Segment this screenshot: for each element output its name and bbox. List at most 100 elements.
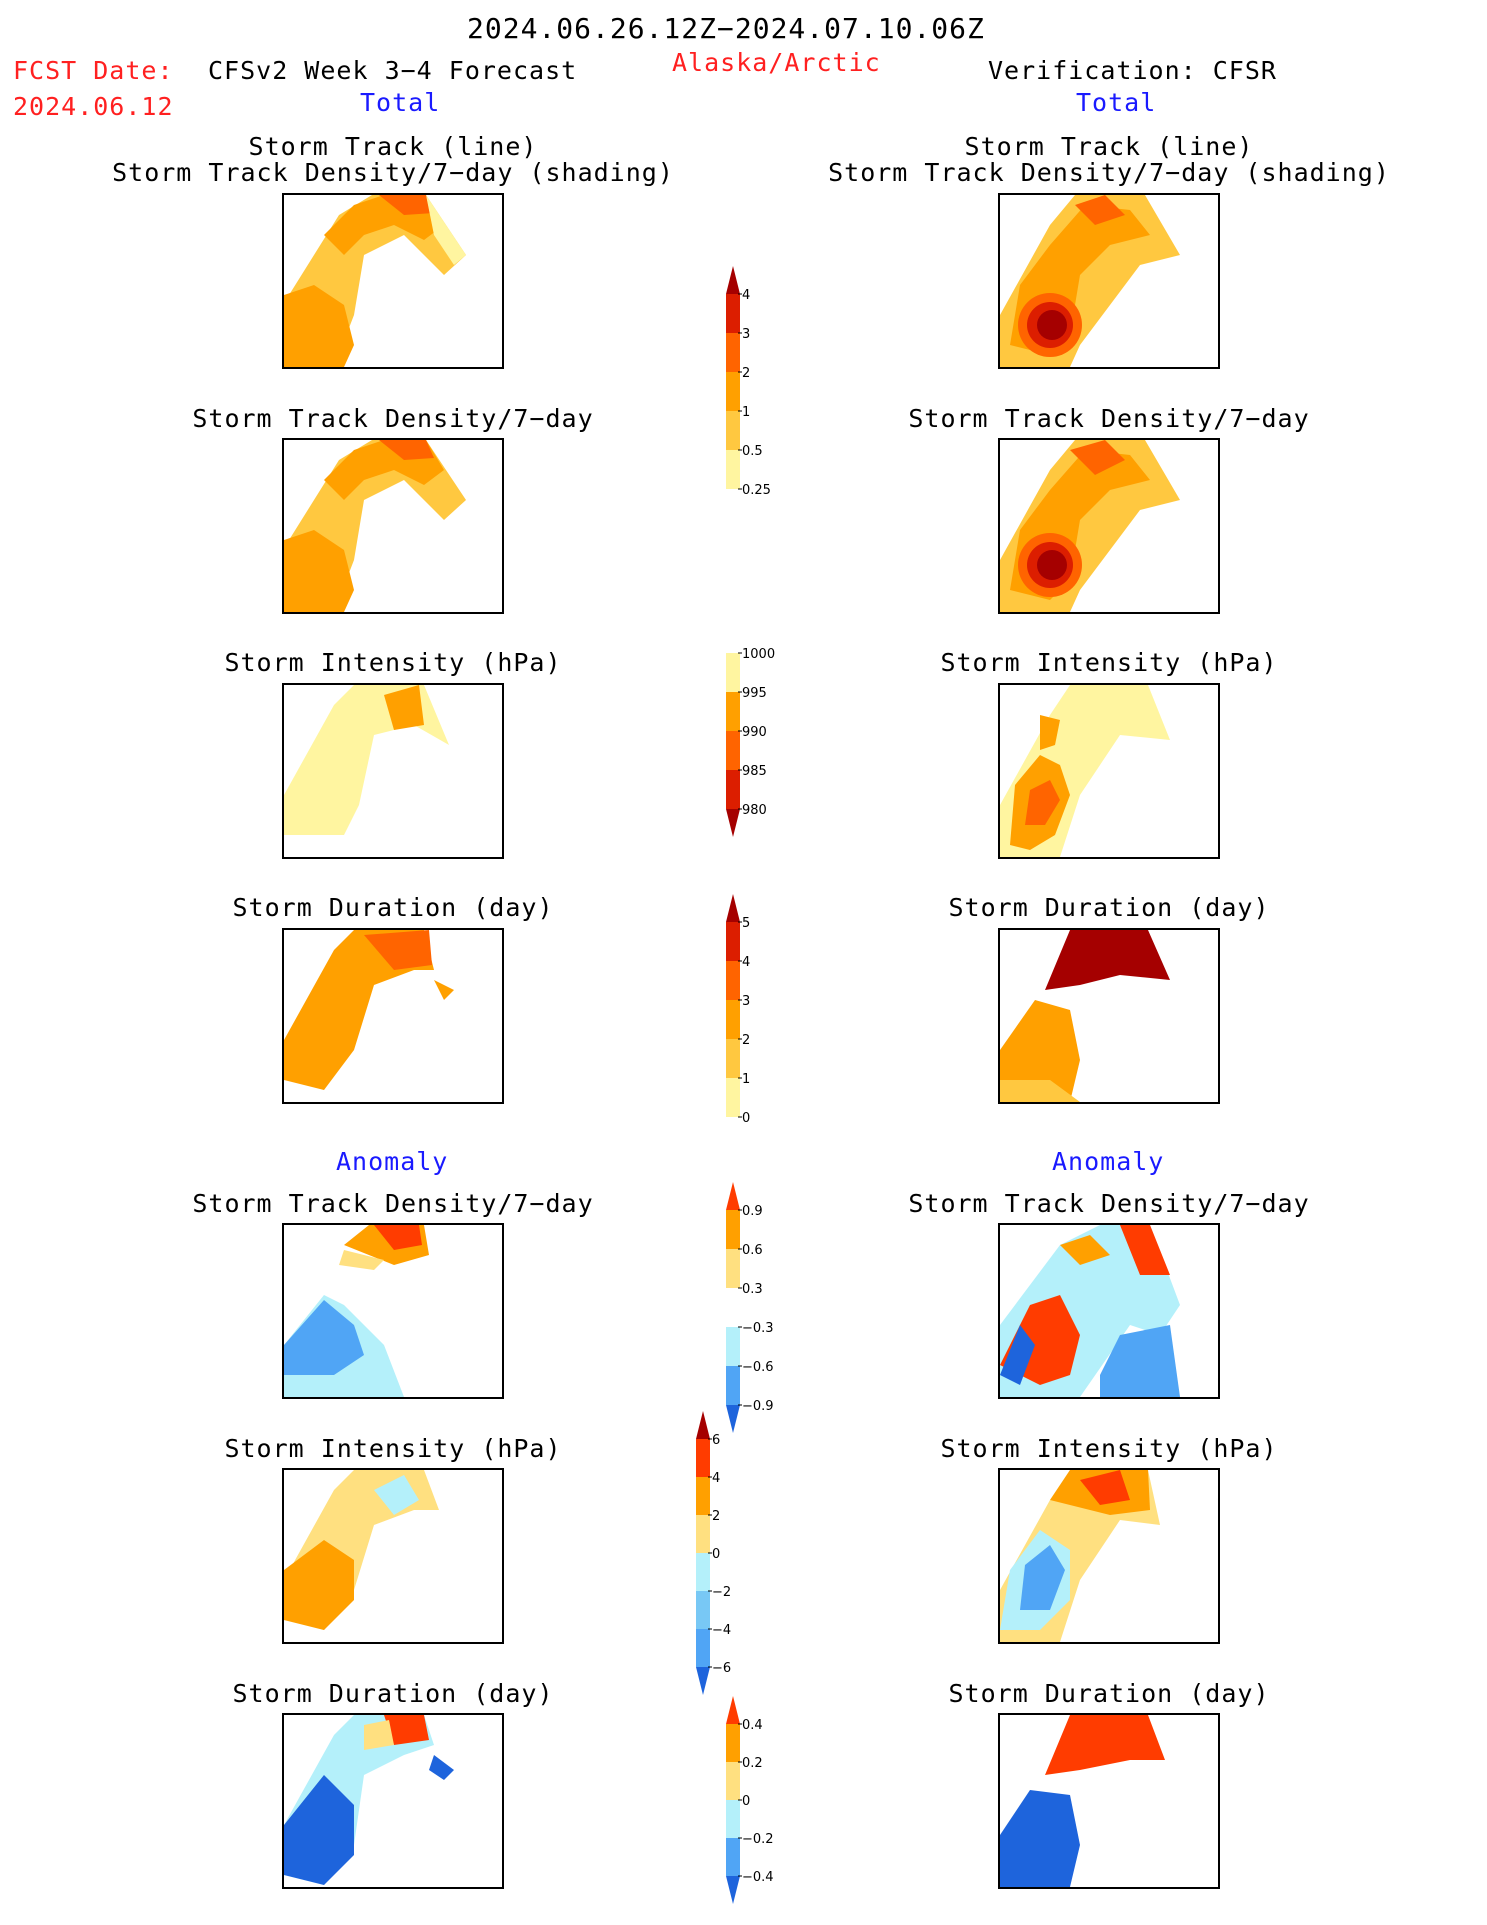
- colorbar-segment: [726, 692, 740, 731]
- colorbar-segment: [696, 1591, 710, 1629]
- colorbar-label: 0.3: [742, 1282, 763, 1297]
- colorbar-label: 4: [742, 955, 750, 970]
- map-left-storm-track: [282, 193, 504, 369]
- map-right-intensity-anom: [998, 1468, 1220, 1644]
- colorbar-segment: [726, 1724, 740, 1762]
- colorbar-label: 0: [712, 1547, 720, 1562]
- colorbar-label: 3: [742, 994, 750, 1009]
- colorbar-segment: [726, 1762, 740, 1800]
- right-p1-title2: Storm Track Density/7−day (shading): [828, 158, 1390, 187]
- colorbar-label: 2: [742, 1033, 750, 1048]
- colorbar-tip-bottom: [726, 1876, 740, 1904]
- colorbar-label: −4: [712, 1623, 731, 1638]
- map-right-duration: [998, 928, 1220, 1104]
- map-left-duration: [282, 928, 504, 1104]
- fcst-date-value: 2024.06.12: [13, 92, 174, 121]
- colorbar-segment: [726, 1210, 740, 1249]
- colorbar-label: 2: [742, 366, 750, 381]
- colorbar-tip-bottom: [696, 1667, 710, 1695]
- colorbar-label: 6: [712, 1433, 720, 1448]
- model-title: CFSv2 Week 3−4 Forecast: [208, 56, 578, 85]
- colorbar-intensity-anom: 6 4 2 0 −2 −4 −6: [696, 1411, 731, 1695]
- map-right-duration-anom: [998, 1713, 1220, 1889]
- colorbar-segment: [726, 770, 740, 809]
- left-p4-title: Storm Duration (day): [232, 893, 554, 922]
- left-p1-title2: Storm Track Density/7−day (shading): [112, 158, 674, 187]
- map-right-density-anom: [998, 1223, 1220, 1399]
- colorbar-label: 1: [742, 405, 750, 420]
- colorbar-label: −2: [712, 1585, 731, 1600]
- colorbar-tip-top: [726, 894, 740, 922]
- colorbar-label: 0.4: [742, 1718, 763, 1733]
- left-p2-title: Storm Track Density/7−day: [192, 404, 594, 433]
- colorbar-label: 5: [742, 916, 750, 931]
- colorbar-segment: [726, 333, 740, 372]
- colorbar-tip-bottom: [726, 809, 740, 837]
- colorbar-tip-bottom: [726, 1405, 740, 1433]
- right-p2-title: Storm Track Density/7−day: [908, 404, 1310, 433]
- right-p6-title: Storm Intensity (hPa): [940, 1434, 1278, 1463]
- colorbar-segment: [696, 1477, 710, 1515]
- colorbar-segment: [726, 1327, 740, 1366]
- colorbar-label: 985: [742, 764, 767, 779]
- colorbar-segment: [726, 1249, 740, 1288]
- colorbar-tip-top: [696, 1411, 710, 1439]
- right-p1-title1: Storm Track (line): [964, 132, 1254, 161]
- map-left-duration-anom: [282, 1713, 504, 1889]
- colorbar-label: 990: [742, 725, 767, 740]
- colorbar-label: 0.2: [742, 1756, 763, 1771]
- colorbar-segment: [726, 1838, 740, 1876]
- colorbar-segment: [726, 1800, 740, 1838]
- right-p5-title: Storm Track Density/7−day: [908, 1189, 1310, 1218]
- map-left-density: [282, 438, 504, 614]
- colorbar-segment: [726, 653, 740, 692]
- colorbar-segment: [726, 1000, 740, 1039]
- left-p6-title: Storm Intensity (hPa): [224, 1434, 562, 1463]
- total-left-heading: Total: [360, 88, 441, 117]
- colorbar-segment: [696, 1439, 710, 1477]
- left-p5-title: Storm Track Density/7−day: [192, 1189, 594, 1218]
- colorbar-label: 0.6: [742, 1243, 763, 1258]
- colorbar-label: 1000: [742, 647, 775, 662]
- right-p3-title: Storm Intensity (hPa): [940, 648, 1278, 677]
- colorbar-label: −0.6: [742, 1360, 774, 1375]
- colorbar-label: −6: [712, 1661, 731, 1676]
- colorbar-segment: [726, 731, 740, 770]
- colorbar-label: 3: [742, 327, 750, 342]
- colorbar-tip-top: [726, 1182, 740, 1210]
- right-p4-title: Storm Duration (day): [948, 893, 1270, 922]
- fcst-date-label: FCST Date:: [13, 56, 174, 85]
- colorbar-segment: [726, 450, 740, 489]
- colorbar-segment: [696, 1553, 710, 1591]
- colorbar-label: 4: [742, 288, 750, 303]
- colorbar-label: 995: [742, 686, 767, 701]
- colorbar-density: 4 3 2 1 0.5 0.25: [726, 266, 771, 498]
- map-right-intensity: [998, 683, 1220, 859]
- date-range-title: 2024.06.26.12Z−2024.07.10.06Z: [467, 12, 985, 45]
- map-left-density-anom: [282, 1223, 504, 1399]
- colorbar-label: −0.4: [742, 1870, 774, 1885]
- map-right-density: [998, 438, 1220, 614]
- map-left-intensity-anom: [282, 1468, 504, 1644]
- colorbar-label: 0: [742, 1794, 750, 1809]
- anomaly-left-heading: Anomaly: [336, 1147, 449, 1176]
- colorbar-segment: [726, 922, 740, 961]
- colorbar-label: 1: [742, 1072, 750, 1087]
- colorbar-label: 0.9: [742, 1204, 763, 1219]
- colorbar-label: 0: [742, 1111, 750, 1126]
- colorbar-tip-top: [726, 266, 740, 294]
- colorbar-label: 4: [712, 1471, 720, 1486]
- colorbar-segment: [726, 961, 740, 1000]
- colorbar-segment: [726, 1366, 740, 1405]
- colorbar-density-anom: 0.9 0.6 0.3 −0.3 −0.6 −0.9: [726, 1182, 774, 1433]
- total-right-heading: Total: [1076, 88, 1157, 117]
- colorbar-segment: [726, 411, 740, 450]
- region-title: Alaska/Arctic: [672, 48, 881, 77]
- colorbar-label: 2: [712, 1509, 720, 1524]
- colorbar-segment: [726, 1078, 740, 1117]
- colorbar-segment: [726, 1039, 740, 1078]
- map-right-storm-track: [998, 193, 1220, 369]
- colorbar-segment: [726, 294, 740, 333]
- colorbar-duration: 5 4 3 2 1 0: [726, 894, 750, 1126]
- colorbar-duration-anom: 0.4 0.2 0 −0.2 −0.4: [726, 1696, 774, 1904]
